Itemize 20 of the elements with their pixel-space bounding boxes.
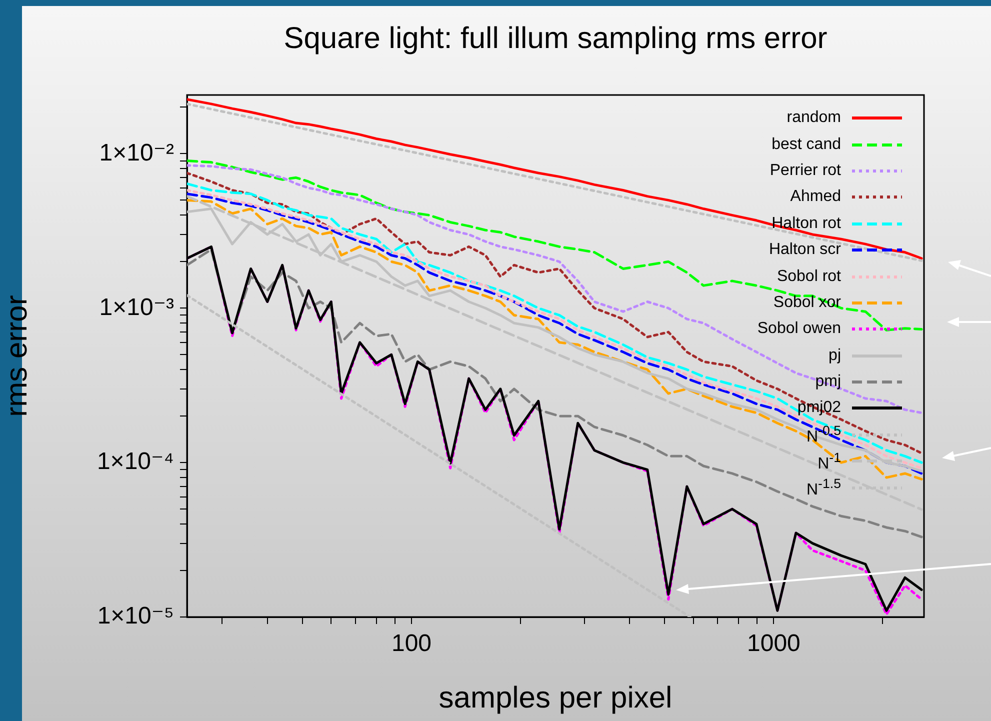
y-tick-label: 1×10⁻²: [99, 139, 174, 166]
legend-label: Sobol owen: [757, 320, 841, 338]
chart-title: Square light: full illum sampling rms error: [282, 22, 828, 56]
legend-label: pj: [828, 346, 841, 365]
legend-label: N$^{-1.5}$: [806, 476, 841, 500]
legend-label: random: [786, 109, 841, 128]
legend-label: Ahmed: [790, 188, 841, 206]
legend-label: Halton rot: [772, 214, 841, 233]
x-tick-label: 100: [391, 630, 432, 658]
y-tick-label: 1×10⁻³: [99, 294, 174, 321]
x-axis-title: samples per pixel: [438, 681, 672, 714]
y-tick-label: 1×10⁻⁴: [96, 448, 174, 476]
legend-label: Halton scr: [768, 241, 841, 260]
legend-label: Sobol rot: [776, 268, 841, 286]
y-axis-title: rms error: [0, 295, 34, 417]
x-tick-label: 1000: [747, 630, 800, 658]
legend-label: Perrier rot: [770, 162, 841, 180]
legend-label: pmj: [815, 373, 841, 392]
legend-label: best cand: [772, 136, 841, 154]
y-tick-label: 1×10⁻⁵: [97, 602, 174, 630]
